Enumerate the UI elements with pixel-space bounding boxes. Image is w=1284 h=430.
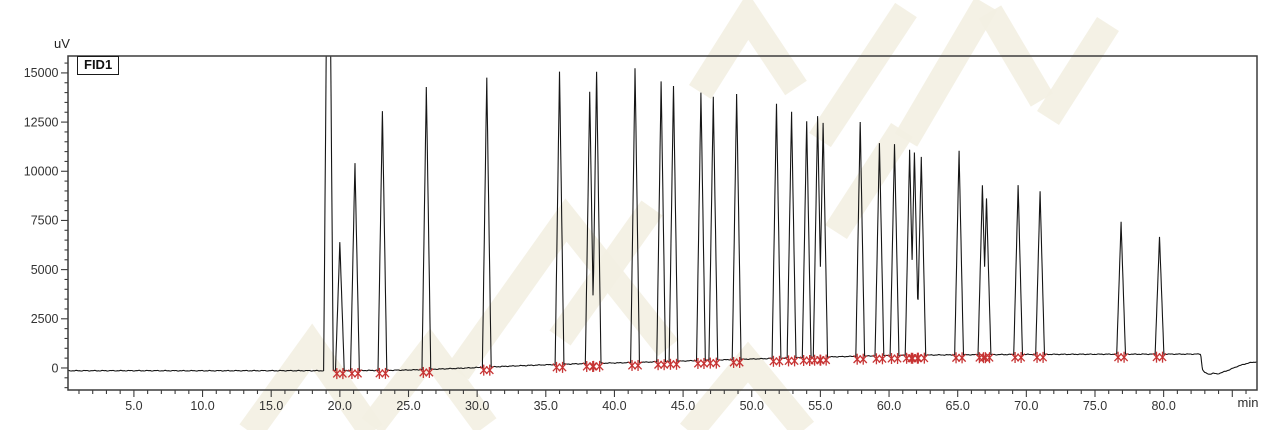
integration-mark — [558, 361, 567, 373]
integration-mark — [1039, 351, 1048, 363]
integration-mark — [816, 354, 825, 366]
integration-mark — [872, 353, 881, 365]
integration-mark — [1032, 351, 1042, 363]
integration-marks — [332, 351, 1167, 380]
integration-mark — [654, 359, 663, 371]
integration-mark — [887, 353, 896, 365]
integration-mark — [425, 366, 434, 378]
integration-mark — [735, 356, 744, 368]
integration-mark — [951, 352, 961, 364]
integration-mark — [552, 361, 561, 373]
integration-mark — [1011, 351, 1020, 363]
integration-mark — [729, 356, 738, 368]
x-tick-label: 35.0 — [534, 399, 558, 413]
integration-mark — [589, 360, 598, 372]
integration-mark — [338, 368, 347, 380]
integration-mark — [958, 352, 967, 364]
integration-mark — [920, 352, 929, 364]
integration-mark — [769, 355, 778, 367]
integration-mark — [784, 355, 793, 367]
x-tick-label: 65.0 — [946, 399, 970, 413]
watermark-stroke — [447, 198, 679, 380]
integration-mark — [914, 352, 923, 364]
watermark-stroke — [549, 200, 663, 346]
x-axis-unit-label: min — [1237, 395, 1259, 410]
x-tick-label: 40.0 — [602, 399, 626, 413]
integration-mark — [693, 357, 702, 369]
y-tick-label: 10000 — [24, 165, 59, 179]
integration-mark — [672, 358, 681, 370]
plot-area[interactable] — [68, 56, 1257, 390]
axis-tick-labels: 0 2500 5000 7500 10000 12500 15000 5.0 10.0 15.0 2… — [24, 66, 1176, 413]
integration-mark — [853, 353, 862, 365]
integration-mark — [666, 358, 675, 370]
x-tick-label: 45.0 — [671, 399, 695, 413]
integration-mark — [485, 364, 494, 376]
integration-mark — [979, 352, 988, 364]
integration-mark — [375, 367, 384, 379]
integration-mark — [1158, 351, 1167, 363]
x-tick-label: 50.0 — [740, 399, 764, 413]
y-tick-label: 12500 — [24, 115, 59, 129]
plot-frame — [67, 55, 1258, 391]
y-tick-label: 0 — [52, 361, 59, 375]
integration-mark — [699, 357, 709, 369]
integration-mark — [712, 357, 721, 369]
watermark — [239, 0, 1119, 430]
integration-mark — [1113, 351, 1123, 363]
integration-mark — [419, 366, 428, 378]
detector-label: FID1 — [77, 56, 120, 75]
integration-mark — [859, 353, 868, 365]
x-tick-label: 30.0 — [465, 399, 489, 413]
integration-mark — [347, 368, 357, 380]
x-tick-label: 60.0 — [877, 399, 901, 413]
integration-mark — [332, 368, 341, 380]
y-tick-label: 5000 — [31, 263, 59, 277]
integration-mark — [627, 359, 637, 371]
integration-mark — [893, 353, 902, 365]
y-tick-label: 7500 — [31, 214, 59, 228]
x-tick-label: 75.0 — [1083, 399, 1107, 413]
integration-mark — [1120, 351, 1129, 363]
watermark-stroke — [894, 0, 998, 147]
integration-mark — [799, 354, 808, 366]
integration-mark — [1152, 351, 1161, 363]
x-tick-label: 15.0 — [259, 399, 283, 413]
x-tick-label: 10.0 — [190, 399, 214, 413]
integration-mark — [790, 355, 799, 367]
integration-mark — [595, 360, 604, 372]
integration-mark — [479, 364, 488, 376]
integration-mark — [822, 354, 831, 366]
y-tick-label: 2500 — [31, 312, 59, 326]
watermark-stroke — [239, 323, 383, 430]
integration-mark — [582, 361, 591, 373]
watermark-stroke — [679, 341, 815, 430]
x-tick-label: 55.0 — [808, 399, 832, 413]
x-tick-label: 20.0 — [328, 399, 352, 413]
x-tick-label: 80.0 — [1151, 399, 1175, 413]
integration-mark — [381, 367, 390, 379]
integration-mark — [985, 352, 994, 364]
integration-mark — [706, 357, 715, 369]
integration-mark — [660, 359, 669, 371]
y-tick-label: 15000 — [24, 66, 59, 80]
watermark-stroke — [689, 0, 807, 99]
integration-mark — [878, 353, 887, 365]
y-axis-unit-label: uV — [54, 36, 70, 51]
x-tick-label: 25.0 — [396, 399, 420, 413]
integration-mark — [353, 368, 363, 380]
integration-mark — [907, 352, 916, 364]
watermark-stroke — [1037, 17, 1119, 125]
watermark-stroke — [825, 122, 913, 240]
x-tick-label: 5.0 — [125, 399, 142, 413]
x-tick-label: 70.0 — [1014, 399, 1038, 413]
watermark-stroke — [809, 2, 917, 148]
integration-mark — [1017, 351, 1026, 363]
integration-mark — [633, 359, 643, 371]
integration-mark — [775, 355, 784, 367]
